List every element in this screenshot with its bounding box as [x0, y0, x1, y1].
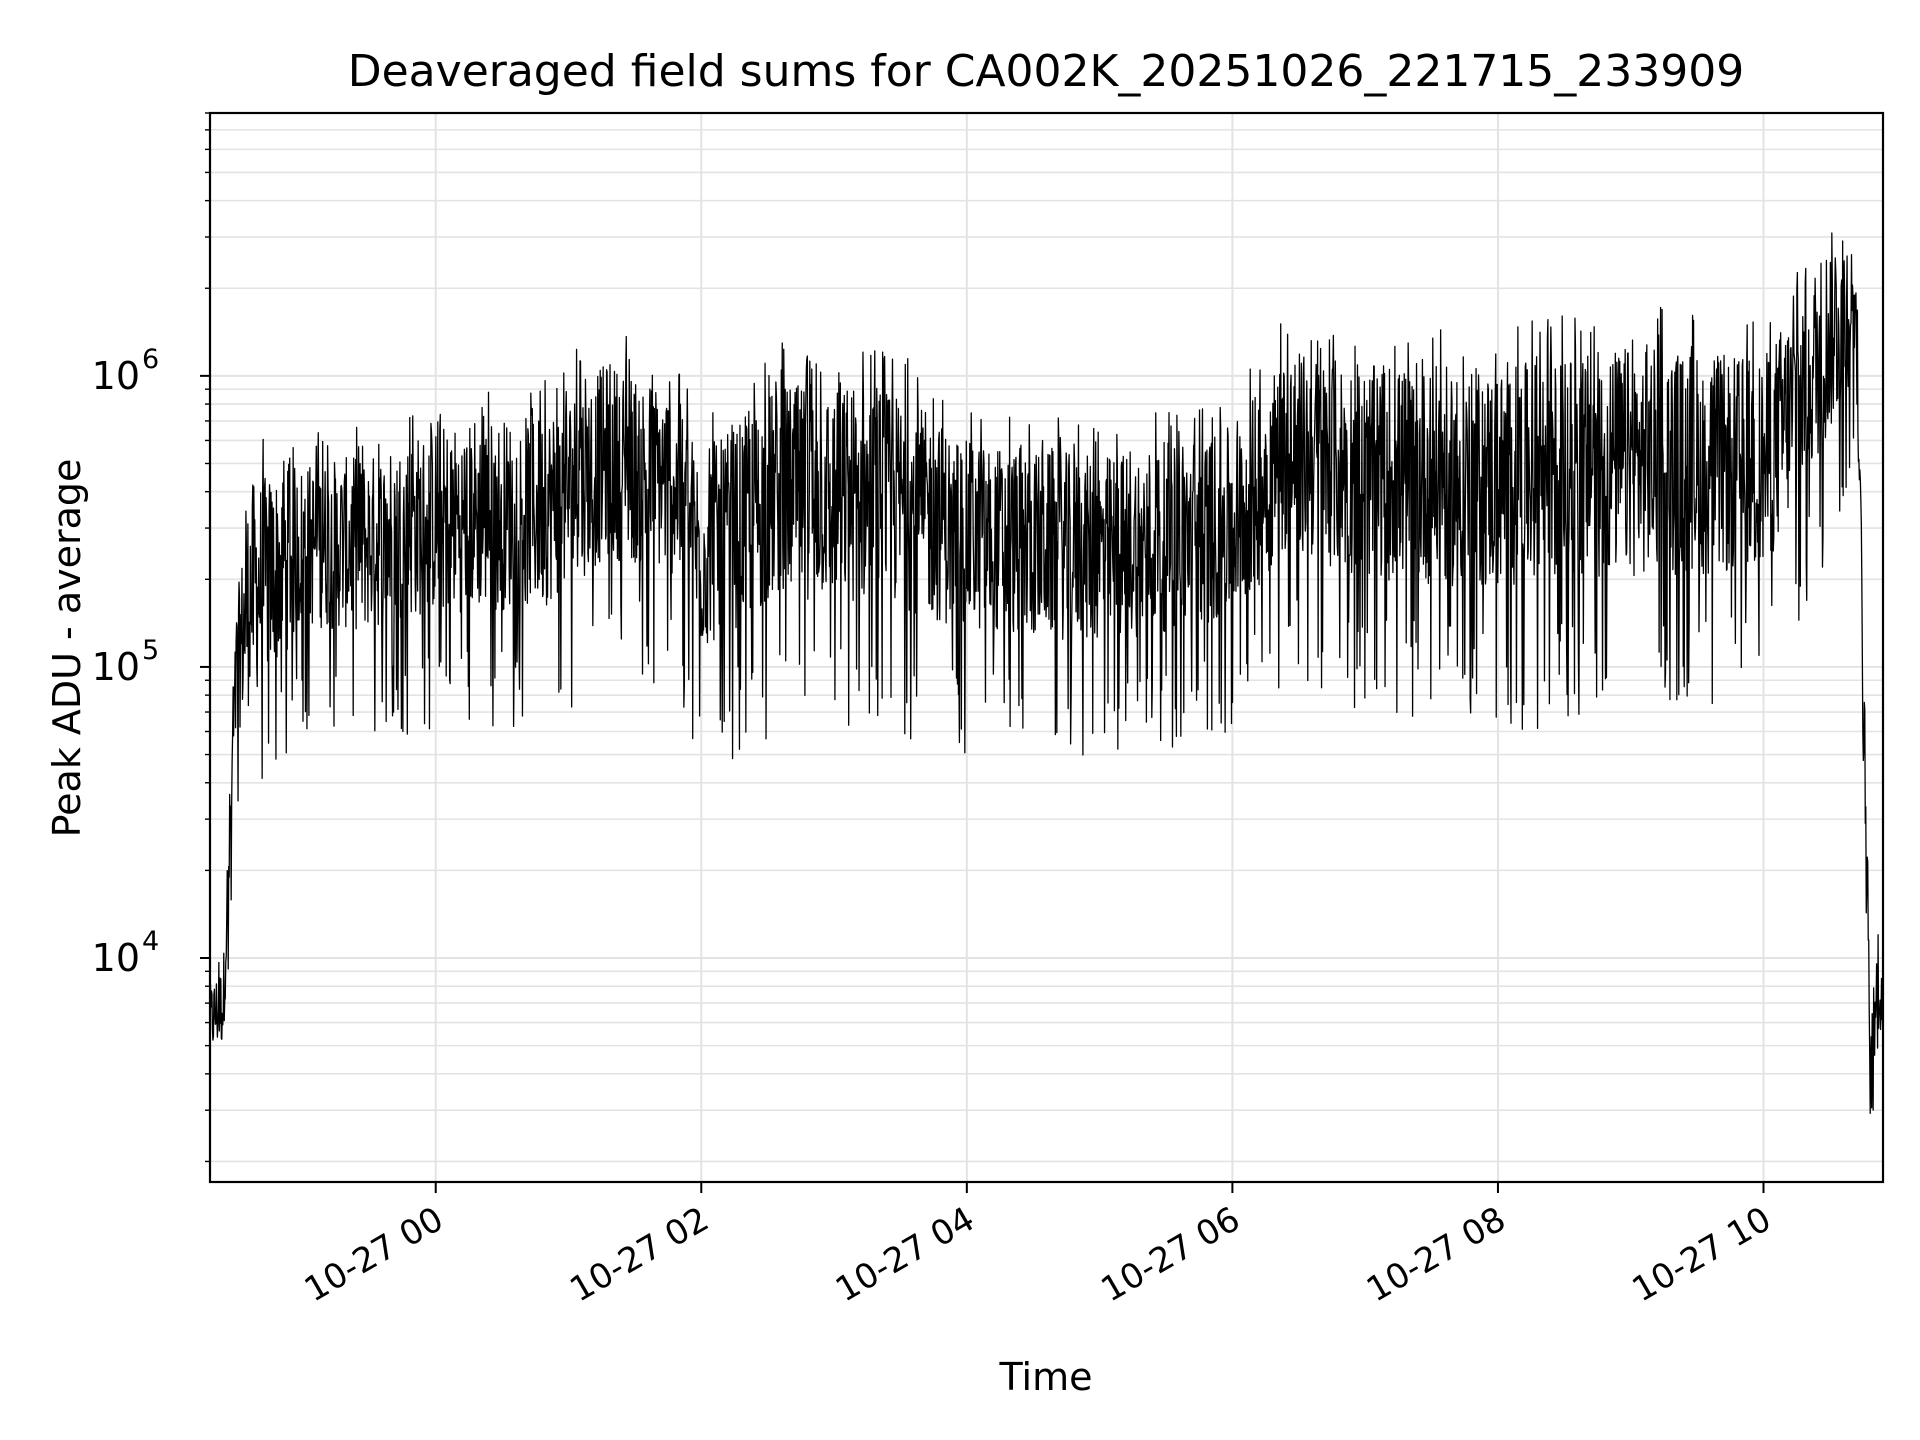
chart-title: Deaveraged field sums for CA002K_2025102… — [348, 46, 1745, 97]
x-tick-label: 10-27 08 — [1360, 1199, 1512, 1310]
x-tick-label: 10-27 10 — [1626, 1199, 1778, 1310]
x-tick-label: 10-27 00 — [298, 1199, 450, 1310]
x-axis-label: Time — [999, 1355, 1093, 1399]
series-line-peak-adu — [209, 232, 1884, 1114]
y-tick-exponent: 5 — [142, 635, 159, 666]
x-tick-label: 10-27 06 — [1094, 1199, 1246, 1310]
y-tick-label: 10 — [92, 645, 140, 689]
y-tick-exponent: 4 — [142, 926, 159, 957]
plot-frame — [208, 111, 1885, 1184]
x-tick-label: 10-27 02 — [563, 1199, 715, 1310]
y-tick-label: 10 — [92, 936, 140, 980]
x-tick-label: 10-27 04 — [829, 1199, 981, 1310]
series-group — [209, 232, 1884, 1114]
y-axis-label: Peak ADU - average — [45, 459, 89, 838]
y-tick-label: 10 — [92, 354, 140, 398]
x-axis: 10-27 00 10-27 02 10-27 04 10-27 06 10-27 08… — [298, 1182, 1778, 1310]
y-tick-exponent: 6 — [142, 344, 159, 375]
